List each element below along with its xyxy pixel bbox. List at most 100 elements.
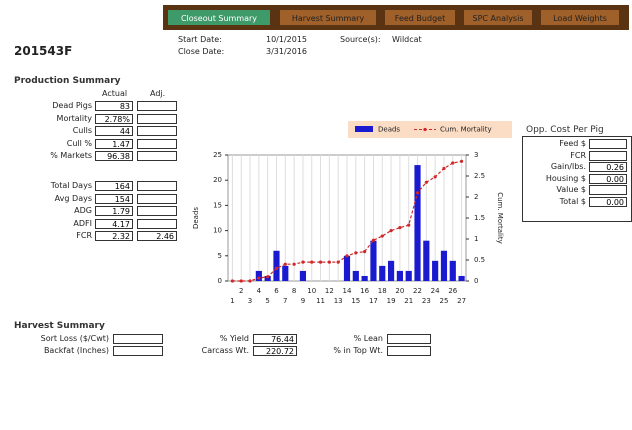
actual-box: 154	[95, 193, 133, 204]
value: 3/31/2016	[266, 47, 308, 56]
value-box	[589, 139, 627, 149]
value-box	[589, 185, 627, 195]
tab[interactable]: Feed Budget	[384, 9, 456, 26]
label: FCR	[570, 150, 586, 160]
point	[336, 260, 340, 264]
bar	[440, 250, 448, 281]
label: Source(s):	[340, 35, 381, 44]
label: Mortality	[56, 113, 92, 123]
bar	[255, 270, 262, 281]
value: Wildcat	[392, 35, 422, 44]
adj-box	[137, 126, 177, 136]
point	[451, 161, 455, 165]
section-title: Opp. Cost Per Pig	[526, 125, 604, 135]
y-axis-label: Deads	[192, 207, 200, 229]
point	[424, 180, 428, 184]
value-box: 220.72	[253, 346, 297, 356]
value-box: 0.00	[589, 173, 627, 184]
point	[230, 279, 235, 283]
bar	[405, 270, 412, 281]
actual-box: 2.32	[95, 231, 133, 241]
x-tick-label: 10	[307, 287, 316, 295]
x-tick-label: 14	[343, 287, 352, 295]
label: Cull %	[66, 138, 92, 148]
value-box	[589, 150, 627, 161]
point	[345, 254, 349, 258]
point	[257, 276, 261, 280]
label: Close Date:	[178, 47, 225, 56]
x-tick-label: 15	[351, 297, 360, 305]
tab[interactable]: Load Weights	[540, 9, 620, 26]
actual-box: 1.47	[95, 138, 133, 149]
legend-swatch	[355, 126, 373, 132]
x-tick-label: 3	[248, 297, 252, 305]
bar	[361, 275, 368, 281]
bar	[282, 265, 289, 281]
x-tick-label: 20	[395, 287, 404, 295]
legend-swatch	[423, 127, 427, 132]
legend-label: Deads	[378, 126, 400, 134]
tab[interactable]: SPC Analysis	[463, 9, 533, 26]
x-tick-label: 21	[404, 297, 413, 305]
label: Feed $	[559, 139, 586, 148]
point	[301, 260, 305, 264]
point	[407, 223, 411, 227]
legend-label: Cum. Mortality	[440, 126, 492, 134]
point	[398, 226, 402, 230]
bar	[414, 165, 421, 281]
bar	[423, 240, 430, 281]
point	[310, 260, 314, 264]
actual-box: 164	[95, 181, 133, 191]
label: % in Top Wt.	[333, 346, 383, 355]
value: 10/1/2015	[266, 35, 308, 44]
x-tick-label: 24	[431, 287, 440, 295]
x-tick-label: 7	[283, 297, 287, 305]
title: 201543F	[14, 44, 73, 58]
y-tick-label: 10	[213, 227, 222, 235]
label: ADG	[74, 206, 92, 215]
value-box	[113, 334, 163, 344]
y2-tick-label: 3	[474, 151, 478, 159]
plot-area	[227, 154, 467, 282]
point	[283, 262, 287, 266]
point	[380, 234, 384, 238]
tab[interactable]: Closeout Summary	[167, 9, 271, 26]
point	[459, 159, 464, 163]
bar	[264, 275, 271, 281]
label: ADFI	[73, 218, 92, 228]
label: Housing $	[545, 173, 586, 183]
adj-box	[137, 113, 177, 124]
actual-box: 44	[95, 126, 133, 136]
label: % Lean	[353, 334, 383, 343]
value-box: 76.44	[253, 334, 297, 344]
label: FCR	[76, 231, 92, 240]
tab[interactable]: Harvest Summary	[279, 9, 377, 26]
point	[363, 250, 367, 254]
point	[292, 262, 296, 266]
point	[371, 238, 376, 242]
x-tick-label: 5	[265, 297, 269, 305]
col-header: Adj.	[150, 89, 166, 98]
label: Dead Pigs	[52, 101, 92, 110]
bar	[387, 260, 395, 281]
label: Sort Loss ($/Cwt)	[40, 334, 109, 343]
x-tick-label: 17	[369, 297, 378, 305]
bar	[458, 275, 465, 281]
point	[239, 279, 243, 283]
y-tick-label: 0	[218, 277, 222, 285]
x-tick-label: 11	[316, 297, 325, 305]
bar	[273, 250, 280, 281]
y2-tick-label: 1.5	[474, 214, 485, 222]
x-tick-label: 18	[378, 287, 387, 295]
point	[442, 166, 446, 171]
y2-tick-label: 1	[474, 235, 478, 243]
label: Avg Days	[54, 193, 92, 203]
x-tick-label: 13	[334, 297, 343, 305]
value-box	[387, 334, 431, 344]
point	[274, 266, 279, 270]
bar	[449, 260, 456, 281]
label: Carcass Wt.	[201, 346, 249, 355]
value-box: 0.00	[589, 196, 627, 207]
adj-box	[137, 193, 177, 204]
adj-box	[137, 181, 177, 191]
